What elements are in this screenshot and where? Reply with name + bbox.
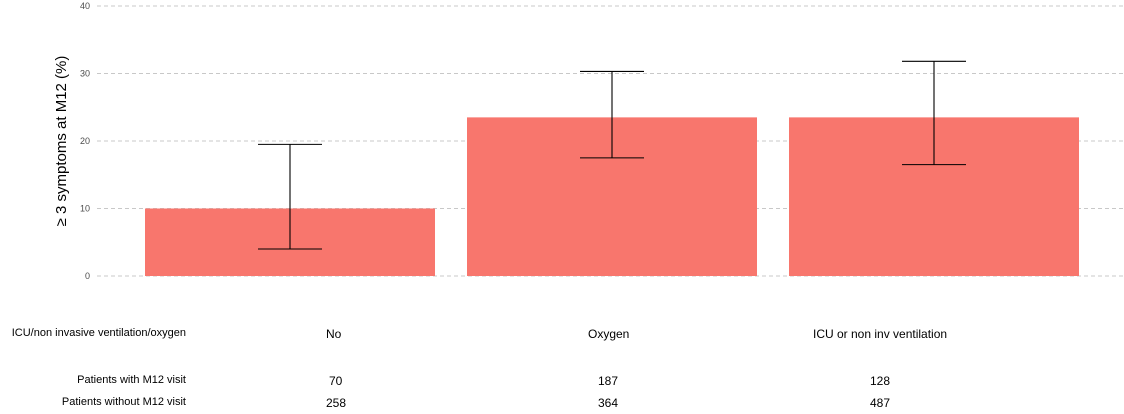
error-bar-1 bbox=[258, 143, 322, 250]
group-value-no: No bbox=[326, 327, 342, 341]
group-value-icu: ICU or non inv ventilation bbox=[813, 327, 948, 341]
with-visit-no: 70 bbox=[329, 374, 343, 388]
group-row-label: ICU/non invasive ventilation/oxygen bbox=[11, 327, 186, 339]
bar-chart: 0 10 20 30 40 ≥ 3 symptoms at M12 (%) bbox=[53, 1, 1124, 281]
y-tick-label-0: 0 bbox=[85, 271, 90, 281]
y-axis-ticks: 0 10 20 30 40 bbox=[80, 1, 90, 281]
y-tick-label-30: 30 bbox=[80, 69, 90, 79]
error-bar-2 bbox=[580, 70, 644, 159]
with-visit-icu: 128 bbox=[870, 374, 891, 388]
y-tick-label-20: 20 bbox=[80, 136, 90, 146]
without-visit-row-label: Patients without M12 visit bbox=[61, 396, 186, 408]
y-tick-label-10: 10 bbox=[80, 204, 90, 214]
error-bars bbox=[258, 60, 966, 250]
y-tick-label-40: 40 bbox=[80, 1, 90, 11]
error-bar-3 bbox=[902, 60, 966, 166]
bars bbox=[145, 117, 1079, 276]
group-value-oxygen: Oxygen bbox=[588, 327, 630, 341]
without-visit-icu: 487 bbox=[870, 396, 891, 410]
without-visit-no: 258 bbox=[326, 396, 347, 410]
with-visit-oxygen: 187 bbox=[598, 374, 619, 388]
y-axis-label: ≥ 3 symptoms at M12 (%) bbox=[53, 56, 70, 227]
with-visit-row-label: Patients with M12 visit bbox=[77, 374, 186, 386]
without-visit-oxygen: 364 bbox=[598, 396, 619, 410]
